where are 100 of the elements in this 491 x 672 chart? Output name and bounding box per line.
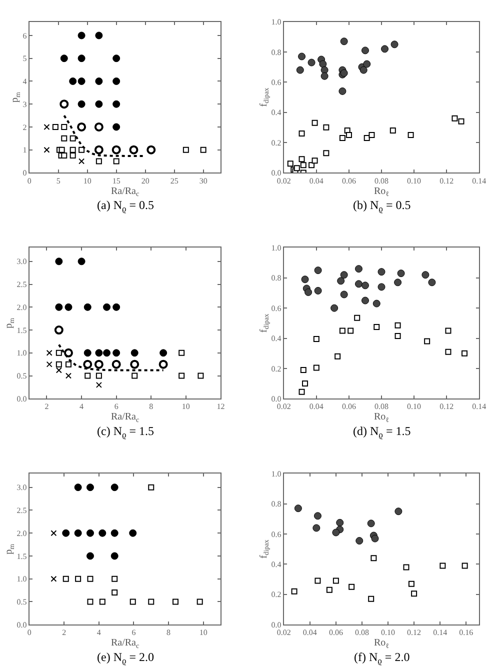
point (298, 388, 305, 395)
point (424, 338, 430, 344)
y-tick-label: 0.0 (271, 394, 282, 404)
point (94, 145, 104, 154)
point (361, 282, 369, 290)
x-tick-label: 0.12 (407, 628, 422, 638)
point (99, 598, 106, 605)
y-tick-label: 4 (22, 77, 27, 86)
point (70, 135, 76, 142)
point (86, 529, 94, 537)
point (314, 512, 322, 520)
x-tick-label: 30 (199, 176, 208, 186)
y-tick-label: 0.6 (271, 304, 282, 313)
point (368, 596, 374, 602)
point (300, 366, 306, 373)
y-tick-label: 0.0 (271, 620, 282, 630)
point (374, 324, 380, 330)
y-tick-label: 0.4 (271, 334, 282, 344)
point (110, 484, 118, 492)
x-tick-label: 10 (83, 176, 92, 186)
point (319, 60, 327, 68)
point (70, 152, 76, 159)
point (84, 303, 92, 311)
point (411, 590, 418, 597)
point (348, 328, 354, 334)
text: (c) N$_{ϱ}$ = 1.5 (97, 424, 154, 440)
y-tick-label: 0.0 (16, 394, 27, 404)
point (96, 382, 102, 388)
point (287, 160, 294, 167)
point (302, 380, 308, 387)
x-tick-label: 10 (199, 628, 208, 638)
point (397, 270, 405, 278)
point (312, 524, 320, 532)
x-tick-label: 8 (166, 628, 171, 638)
point (62, 576, 69, 582)
point (378, 268, 386, 276)
y-tick-label: 1 (22, 146, 27, 155)
x-tick-label: 0.08 (374, 402, 389, 412)
x-tick-label: 2 (44, 402, 49, 412)
point (112, 303, 120, 311)
y-tick-label: 0.8 (271, 500, 282, 509)
x-tick-label: 25 (170, 176, 178, 186)
point (440, 562, 446, 569)
point (361, 296, 369, 304)
point (298, 130, 305, 136)
point (296, 66, 304, 74)
y-tick-label: 1.5 (16, 326, 27, 335)
point (445, 348, 452, 355)
point (428, 278, 436, 286)
point (323, 124, 330, 130)
point (178, 350, 185, 356)
point (96, 158, 102, 164)
point (95, 349, 103, 357)
x-tick-label: 0.02 (276, 176, 291, 186)
point (65, 361, 72, 368)
x-tick-label: 10 (182, 402, 190, 412)
x-tick-label: 15 (112, 176, 120, 186)
point (78, 158, 85, 164)
x-tick-label: 0.04 (302, 628, 317, 638)
point (95, 100, 103, 108)
point (60, 54, 68, 62)
point (364, 134, 370, 141)
point (394, 508, 402, 516)
x-tick-label: 0.06 (342, 402, 356, 412)
point (78, 146, 85, 153)
point (52, 124, 58, 130)
point (313, 364, 320, 371)
point (84, 372, 91, 379)
point (110, 552, 118, 560)
point (334, 353, 341, 360)
point (372, 300, 380, 308)
text: (e) N$_{ϱ}$ = 2.0 (97, 650, 154, 666)
point (445, 328, 452, 334)
point (86, 552, 94, 560)
point (132, 372, 138, 379)
point (78, 54, 86, 62)
x-tick-label: 0.02 (276, 628, 291, 638)
point (301, 276, 309, 284)
point (87, 576, 94, 582)
point (69, 77, 77, 85)
x-tick-label: 0.08 (354, 628, 369, 638)
point (148, 598, 154, 605)
point (65, 372, 72, 379)
point (55, 303, 63, 311)
point (348, 584, 355, 590)
point (394, 278, 402, 286)
point (314, 266, 322, 274)
y-tick-label: 2.0 (16, 302, 27, 312)
y-tick-label: 0.8 (271, 274, 282, 283)
point (178, 372, 185, 379)
y-tick-label: 6 (22, 31, 27, 40)
y-tick-label: 0.2 (271, 364, 282, 374)
x-tick-label: 6 (132, 628, 136, 638)
point (371, 534, 379, 542)
x-tick-label: 20 (141, 176, 150, 186)
y-tick-label: 3.0 (16, 483, 27, 492)
point (54, 326, 64, 335)
point (75, 576, 82, 582)
point (458, 118, 464, 124)
point (130, 349, 138, 357)
